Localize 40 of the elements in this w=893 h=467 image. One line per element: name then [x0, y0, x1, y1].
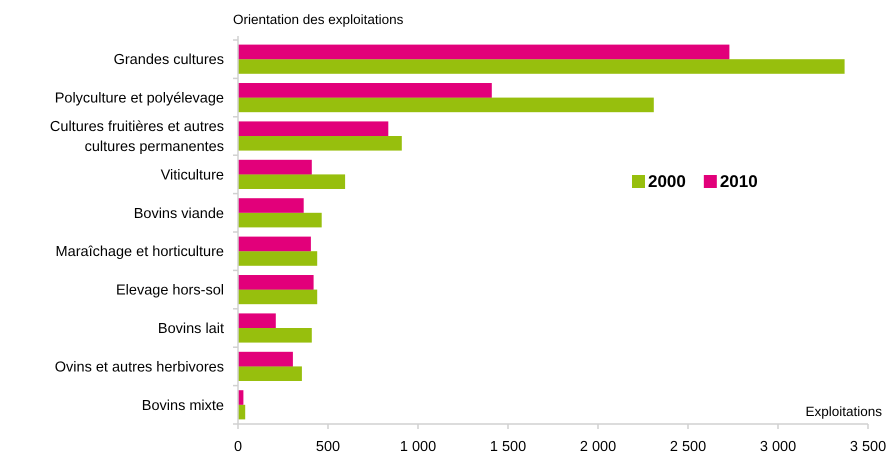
y-tick-label: Cultures fruitières et autres cultures permanentes	[50, 119, 224, 155]
bar	[238, 290, 318, 304]
bar	[238, 366, 302, 381]
x-tick-label: 500	[316, 438, 340, 455]
bar	[238, 98, 654, 112]
x-tick-label: 3 500	[850, 438, 886, 455]
y-tick-label: Ovins et autres herbivores	[54, 359, 224, 376]
x-tick-label: 2 500	[670, 438, 706, 455]
bar	[238, 313, 276, 328]
bar	[238, 251, 318, 266]
bar	[238, 83, 492, 98]
x-tick-label: 2 000	[580, 438, 616, 455]
x-axis-title: Exploitations	[805, 404, 882, 419]
bar	[238, 59, 845, 74]
bar	[238, 236, 311, 252]
x-tick-label: 1 000	[400, 438, 436, 455]
x-tick-label: 0	[234, 438, 242, 455]
bar	[238, 275, 314, 290]
bar	[238, 198, 304, 213]
x-tick-label: 3 000	[760, 438, 796, 455]
bar	[238, 44, 730, 60]
y-tick-label: Bovins lait	[158, 321, 224, 337]
y-tick-label: Elevage hors-sol	[116, 282, 224, 299]
bar	[238, 328, 312, 343]
x-tick-label: 1 500	[490, 438, 526, 455]
bar	[238, 174, 346, 189]
y-tick-label: Maraîchage et horticulture	[56, 244, 224, 260]
y-tick-label: Bovins viande	[134, 206, 224, 222]
bar	[238, 121, 388, 136]
y-tick-label: Bovins mixte	[142, 398, 224, 414]
legend-label: 2010	[720, 172, 758, 191]
chart-title: Orientation des exploitations	[233, 12, 404, 27]
bar	[238, 136, 402, 151]
y-tick-label: Viticulture	[160, 167, 224, 184]
y-tick-label: Grandes cultures	[114, 52, 224, 68]
bar	[238, 352, 293, 366]
y-tick-label: Polyculture et polyélevage	[54, 90, 224, 107]
legend-label: 2000	[648, 172, 686, 191]
bar	[238, 160, 312, 174]
bar	[238, 212, 322, 228]
